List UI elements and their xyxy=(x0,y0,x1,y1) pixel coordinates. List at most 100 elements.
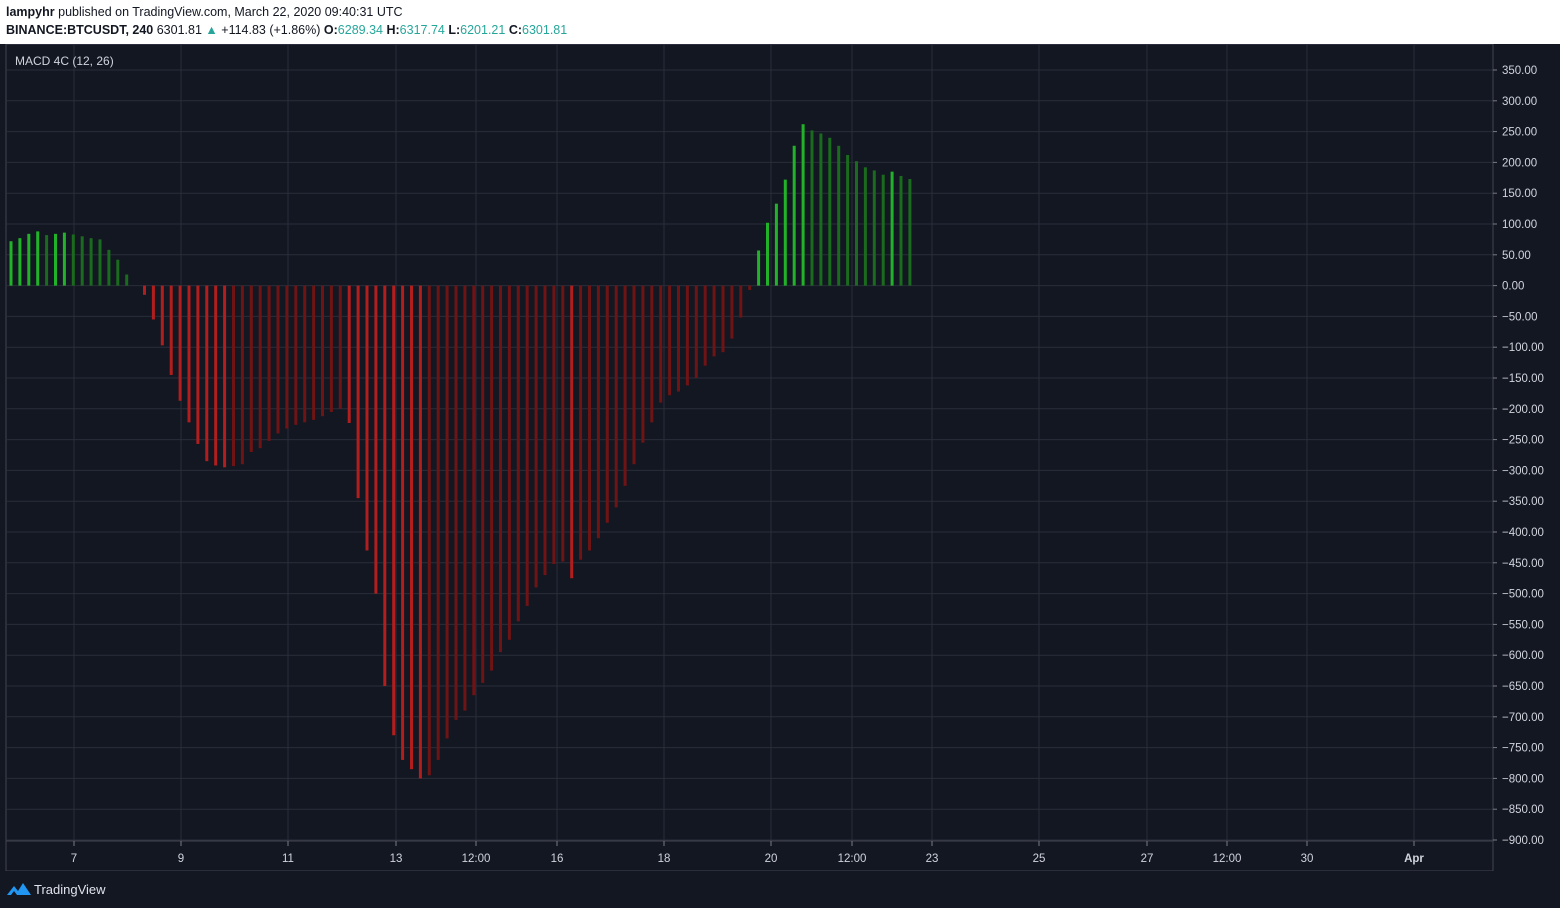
histogram-bar xyxy=(187,285,191,423)
histogram-bar xyxy=(303,285,307,423)
time-tick-label: 18 xyxy=(658,853,671,865)
histogram-bar xyxy=(338,285,342,409)
histogram-bar xyxy=(703,285,707,366)
histogram-bar xyxy=(712,285,716,357)
symbol-info: BINANCE:BTCUSDT, 240 6301.81 ▲ +114.83 (… xyxy=(6,23,567,37)
low-label: L: xyxy=(448,23,461,37)
histogram-bar xyxy=(748,285,752,290)
histogram-bar xyxy=(499,285,502,653)
histogram-bar xyxy=(178,285,182,401)
histogram-bar xyxy=(543,285,547,576)
histogram-bar xyxy=(80,236,84,286)
histogram-bar xyxy=(659,285,663,403)
price-tick-label: −700.00 xyxy=(1502,712,1544,724)
macd-chart[interactable]: 350.00300.00250.00200.00150.00100.0050.0… xyxy=(0,44,1560,871)
price-change: +114.83 (+1.86%) xyxy=(221,23,321,37)
histogram-bar xyxy=(169,285,173,375)
price-tick-label: −200.00 xyxy=(1502,404,1544,416)
publish-info: lampyhr published on TradingView.com, Ma… xyxy=(6,5,403,19)
histogram-bar xyxy=(641,285,645,443)
histogram-bar xyxy=(365,285,369,551)
histogram-bar xyxy=(819,133,823,286)
histogram-bar xyxy=(160,285,164,346)
histogram-bar xyxy=(54,233,57,286)
histogram-bar xyxy=(258,285,262,449)
chart-frame xyxy=(5,44,1494,871)
histogram-bar xyxy=(329,285,333,412)
open-value: 6289.34 xyxy=(337,23,383,37)
histogram-bar xyxy=(525,285,529,606)
time-tick-label: 7 xyxy=(71,853,77,865)
histogram-bar xyxy=(766,222,769,286)
indicator-legend[interactable]: MACD 4C (12, 26) xyxy=(15,54,114,68)
histogram-bar xyxy=(427,285,431,776)
author-name[interactable]: lampyhr xyxy=(6,5,55,19)
price-tick-label: −50.00 xyxy=(1502,311,1538,323)
price-tick-label: −400.00 xyxy=(1502,527,1544,539)
time-tick-label: 12:00 xyxy=(1213,853,1242,865)
histogram-bar xyxy=(196,285,200,444)
close-label: C: xyxy=(508,23,523,37)
price-tick-label: −800.00 xyxy=(1502,773,1544,785)
time-tick-label: 12:00 xyxy=(462,853,491,865)
tradingview-logo-icon[interactable] xyxy=(6,880,32,898)
histogram-bar xyxy=(783,179,787,286)
histogram-bar xyxy=(694,285,698,378)
tradingview-brand[interactable]: TradingView xyxy=(34,882,106,897)
time-axis[interactable]: 7 9 11 13 12:00 16 18 20 12:00 23 25 27 12:00 30 Apr xyxy=(71,841,1425,865)
symbol-label[interactable]: BINANCE:BTCUSDT, 240 xyxy=(6,23,154,37)
histogram-bar xyxy=(579,285,583,560)
histogram-bar xyxy=(552,285,556,565)
histogram-bar xyxy=(837,145,841,286)
price-tick-label: −300.00 xyxy=(1502,465,1544,477)
histogram-bar xyxy=(596,285,600,539)
price-axis[interactable]: 350.00 300.00 250.00 200.00 150.00 100.00 50.0… xyxy=(1493,65,1544,847)
time-tick-label: 16 xyxy=(551,853,564,865)
histogram-bar xyxy=(899,175,903,286)
histogram-bar xyxy=(418,285,422,779)
histogram-bar xyxy=(383,285,387,686)
price-tick-label: −900.00 xyxy=(1502,835,1544,847)
price-tick-label: 0.00 xyxy=(1502,281,1524,293)
change-up-icon: ▲ xyxy=(205,23,218,37)
high-value: 6317.74 xyxy=(399,23,445,37)
time-tick-label: Apr xyxy=(1404,853,1424,865)
histogram-bar xyxy=(223,285,227,468)
histogram-bar xyxy=(774,203,778,286)
histogram-bar xyxy=(374,285,378,594)
histogram-bar xyxy=(685,285,689,386)
histogram-bar xyxy=(445,285,449,739)
histogram-bar xyxy=(623,285,627,486)
histogram-bar xyxy=(27,233,31,286)
open-label: O: xyxy=(323,23,338,37)
histogram-bar xyxy=(881,174,885,286)
histogram-bar xyxy=(347,285,351,423)
histogram-bar xyxy=(392,285,396,736)
histogram-bar xyxy=(321,285,324,417)
histogram-bar xyxy=(18,238,22,286)
time-tick-label: 13 xyxy=(390,853,403,865)
histogram-bar xyxy=(614,285,618,508)
histogram-bar xyxy=(401,285,405,760)
histogram-bar xyxy=(89,238,93,286)
close-value: 6301.81 xyxy=(522,23,568,37)
footer: TradingView xyxy=(0,871,1560,908)
price-tick-label: −150.00 xyxy=(1502,373,1544,385)
histogram-bar xyxy=(534,285,538,588)
histogram-bar xyxy=(846,155,850,286)
histogram-bar xyxy=(872,170,876,286)
histogram-bar xyxy=(792,145,796,286)
published-text: published on TradingView.com, March 22, … xyxy=(58,5,403,19)
price-tick-label: −750.00 xyxy=(1502,743,1544,755)
price-tick-label: −600.00 xyxy=(1502,650,1544,662)
histogram-bar xyxy=(285,285,289,429)
histogram-bar xyxy=(668,285,672,396)
price-tick-label: 100.00 xyxy=(1502,219,1537,231)
time-tick-label: 27 xyxy=(1141,853,1154,865)
histogram-bar xyxy=(125,274,129,286)
histogram-bar xyxy=(828,137,832,286)
histogram-bar xyxy=(490,285,494,671)
price-tick-label: −100.00 xyxy=(1502,342,1544,354)
time-tick-label: 12:00 xyxy=(838,853,867,865)
histogram-bar xyxy=(677,285,680,392)
